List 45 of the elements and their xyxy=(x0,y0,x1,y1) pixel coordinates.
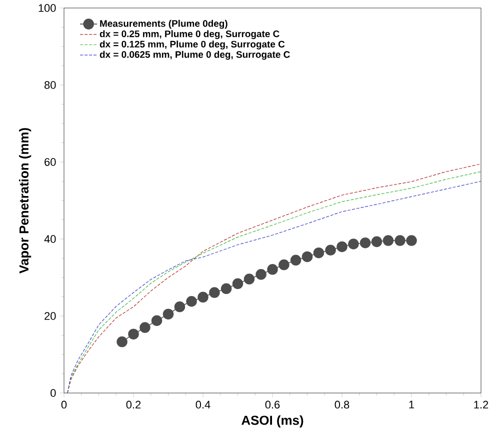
point xyxy=(232,278,244,290)
point xyxy=(348,238,359,250)
point xyxy=(186,296,197,307)
point xyxy=(336,241,348,252)
point xyxy=(325,244,336,256)
point xyxy=(256,269,266,280)
point xyxy=(174,301,186,312)
legend-label: dx = 0.125 mm, Plume 0 deg, Surrogate C xyxy=(100,40,285,50)
point xyxy=(198,292,208,303)
x-tick-label: 1.2 xyxy=(474,400,488,408)
point xyxy=(302,251,313,262)
point xyxy=(151,315,162,326)
x-axis-title: ASOI (ms) xyxy=(242,415,304,428)
y-tick-label: 0 xyxy=(50,389,56,397)
x-tick-label: 0.2 xyxy=(126,400,141,409)
x-tick-label: 0 xyxy=(61,400,67,409)
point xyxy=(371,236,382,248)
point xyxy=(278,259,290,270)
y-axis-title: Vapor Penetration (mm) xyxy=(19,128,32,274)
point xyxy=(290,254,302,266)
point xyxy=(209,287,220,298)
y-tick-label: 20 xyxy=(44,312,56,320)
point xyxy=(116,336,128,348)
legend-label: dx = 0.25 mm, Plume 0 deg, Surrogate C xyxy=(100,30,280,40)
y-tick-label: 60 xyxy=(44,158,56,166)
x-tick-label: 0.6 xyxy=(265,400,280,409)
x-tick-label: 1 xyxy=(409,400,414,408)
point xyxy=(267,264,278,275)
y-tick-label: 100 xyxy=(38,4,56,12)
legend-label: dx = 0.0625 mm, Plume 0 deg, Surrogate C xyxy=(100,50,290,60)
point xyxy=(360,237,371,248)
x-tick-label: 0.8 xyxy=(334,400,350,409)
point xyxy=(244,274,255,284)
point xyxy=(313,247,324,258)
point xyxy=(162,308,174,320)
y-tick-label: 40 xyxy=(44,235,56,243)
point xyxy=(394,235,406,246)
legend-label: Measurements (Plume 0deg) xyxy=(100,20,228,29)
point xyxy=(382,235,394,246)
x-tick-label: 0.4 xyxy=(196,400,210,409)
point xyxy=(128,328,139,340)
point xyxy=(220,283,232,294)
y-tick-label: 80 xyxy=(44,81,56,89)
point xyxy=(140,322,150,333)
point xyxy=(406,235,417,246)
